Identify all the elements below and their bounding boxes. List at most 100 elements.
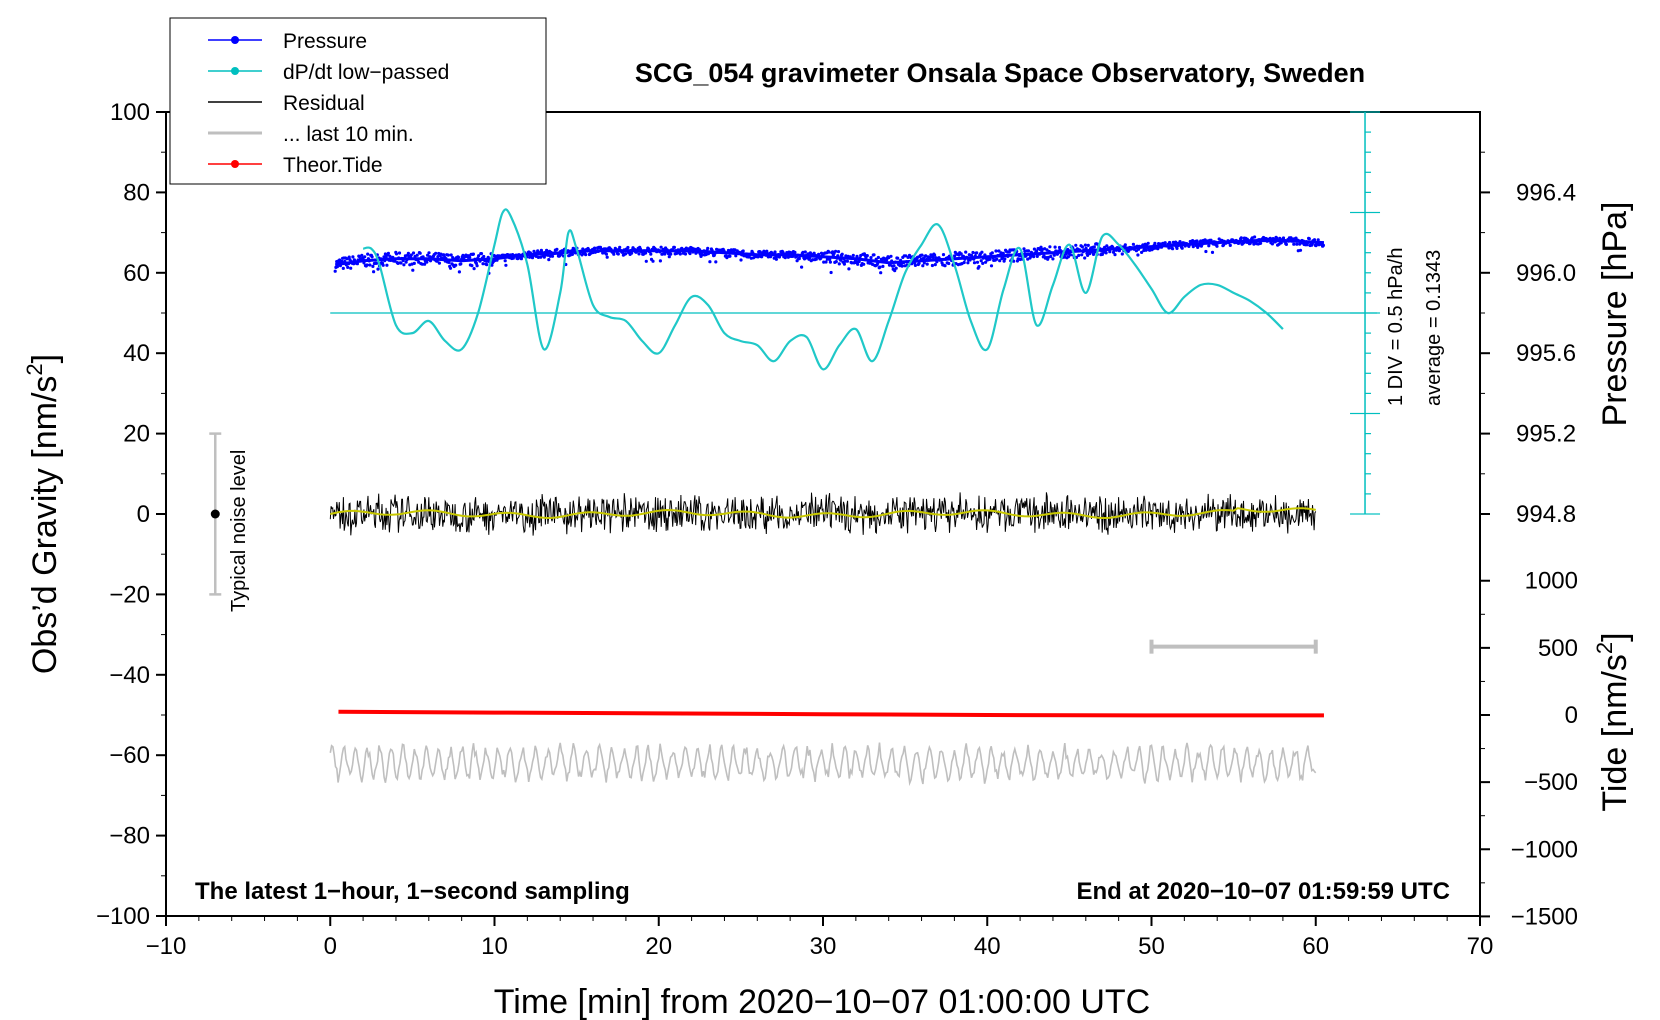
pressure-point xyxy=(368,263,372,267)
dpdt-scale-label: 1 DIV = 0.5 hPa/h xyxy=(1385,248,1407,406)
corner-label-left: The latest 1−hour, 1−second sampling xyxy=(195,878,630,905)
pressure-point xyxy=(1215,244,1219,248)
pressure-point xyxy=(1001,251,1005,255)
pressure-point xyxy=(1053,245,1057,249)
pressure-point xyxy=(959,252,963,256)
pressure-point xyxy=(989,264,994,268)
pressure-point xyxy=(1167,246,1171,250)
pressure-point xyxy=(1048,245,1052,249)
y-tick-label: 80 xyxy=(123,179,150,206)
pressure-point xyxy=(714,260,718,264)
y-axis-title-left: Obs’d Gravity [nm/s2] xyxy=(22,354,64,674)
pressure-point xyxy=(446,253,450,257)
pressure-point xyxy=(855,254,859,258)
y-axis-title-tide: Tide [nm/s2] xyxy=(1592,632,1634,811)
pressure-point xyxy=(1259,241,1263,245)
pressure-point xyxy=(1069,253,1073,257)
pressure-point xyxy=(411,268,415,272)
pressure-point xyxy=(1077,253,1081,257)
tide-tick-label: 0 xyxy=(1565,702,1578,729)
pressure-point xyxy=(338,264,342,268)
pressure-point xyxy=(1113,253,1117,257)
pressure-point xyxy=(362,261,366,265)
y-axis-title-pressure: Pressure [hPa] xyxy=(1596,202,1634,427)
pressure-point xyxy=(741,249,745,253)
pressure-point xyxy=(773,250,777,254)
pressure-point xyxy=(874,257,878,261)
x-tick-label: 30 xyxy=(810,933,837,960)
pressure-point xyxy=(1078,249,1082,253)
pressure-point xyxy=(1284,242,1288,246)
pressure-point xyxy=(1068,249,1072,253)
last10min-series-line xyxy=(329,742,1317,787)
residual-smoothed-line xyxy=(330,507,1316,520)
pressure-point xyxy=(516,257,520,261)
pressure-point xyxy=(998,259,1002,263)
pressure-point xyxy=(1195,239,1199,243)
pressure-point xyxy=(442,253,446,257)
pressure-point xyxy=(379,257,383,261)
pressure-point xyxy=(470,264,474,268)
pressure-point xyxy=(1104,251,1108,255)
pressure-point xyxy=(579,250,583,254)
pressure-point xyxy=(869,256,873,260)
pressure-point xyxy=(444,257,448,261)
pressure-point xyxy=(637,252,641,256)
x-tick-label: 50 xyxy=(1138,933,1165,960)
pressure-point xyxy=(981,261,985,265)
pressure-point xyxy=(758,250,762,254)
pressure-point xyxy=(842,262,847,266)
dpdt-series-line xyxy=(362,208,1284,371)
dpdt-average-label: average = 0.1343 xyxy=(1423,250,1445,406)
pressure-point xyxy=(547,258,551,262)
pressure-point xyxy=(983,253,987,257)
x-axis-ticks: −10 0 10 20 30 40 50 60 70 xyxy=(146,916,1493,960)
data-series xyxy=(209,208,1325,787)
pressure-point xyxy=(856,262,860,266)
pressure-point xyxy=(710,248,714,252)
pressure-point xyxy=(698,248,702,252)
pressure-point xyxy=(988,257,992,261)
pressure-point xyxy=(799,254,803,258)
pressure-point xyxy=(360,253,364,257)
pressure-point xyxy=(1032,247,1036,251)
pressure-point xyxy=(381,263,385,267)
pressure-point xyxy=(1316,238,1320,242)
pressure-point xyxy=(992,255,997,259)
pressure-point xyxy=(1188,242,1192,246)
pressure-point xyxy=(382,255,386,259)
pressure-point xyxy=(536,255,541,259)
pressure-point xyxy=(394,252,399,256)
pressure-point xyxy=(411,251,416,255)
pressure-point xyxy=(1111,245,1115,249)
pressure-point xyxy=(423,262,427,266)
pressure-point xyxy=(397,251,402,255)
pressure-point xyxy=(728,254,732,258)
pressure-point xyxy=(658,250,662,254)
pressure-point xyxy=(1210,250,1215,254)
pressure-point xyxy=(975,260,980,264)
pressure-point xyxy=(605,255,609,259)
pressure-point xyxy=(365,263,369,267)
pressure-point xyxy=(412,261,416,265)
pressure-point xyxy=(405,258,409,262)
pressure-point xyxy=(366,252,370,256)
pressure-point xyxy=(1108,250,1112,254)
pressure-point xyxy=(862,262,866,266)
pressure-point xyxy=(1026,249,1031,253)
pressure-point xyxy=(1321,243,1325,247)
pressure-point xyxy=(659,245,663,249)
pressure-point xyxy=(847,267,851,271)
pressure-point xyxy=(1169,243,1173,247)
residual-series-line xyxy=(329,492,1317,536)
pressure-point xyxy=(975,251,979,255)
pressure-point xyxy=(1273,240,1277,244)
y-tick-label: 40 xyxy=(123,340,150,367)
tide-axis-ticks: −1500 −1000 −500 0 500 1000 xyxy=(1480,568,1578,930)
pressure-point xyxy=(876,255,881,260)
pressure-point xyxy=(570,252,575,256)
pressure-point xyxy=(829,270,833,275)
tide-series-line xyxy=(338,709,1324,718)
pressure-point xyxy=(858,256,862,260)
